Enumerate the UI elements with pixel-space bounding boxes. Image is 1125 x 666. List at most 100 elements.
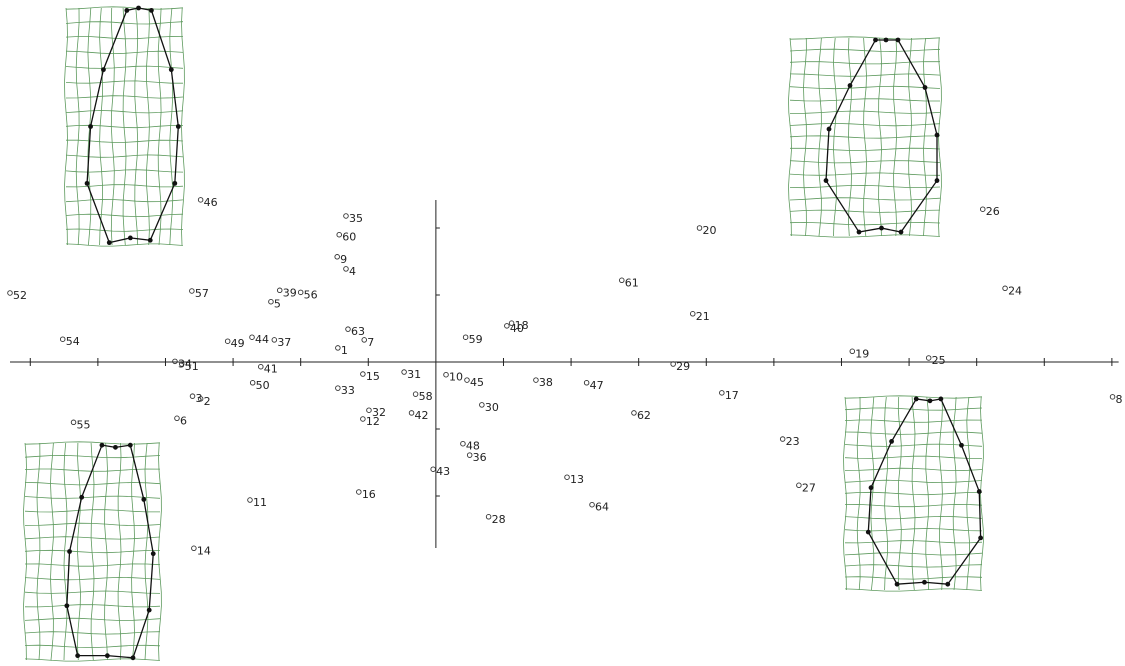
outline: [86, 7, 179, 244]
point-label: 6: [180, 414, 187, 427]
grid-line-h: [65, 80, 183, 84]
landmark: [945, 581, 951, 587]
grid-line-h: [789, 73, 941, 77]
grid-line-h: [844, 588, 983, 592]
grid-line-v: [833, 37, 837, 237]
grid-line-v: [938, 37, 942, 237]
point-label: 27: [802, 481, 816, 494]
grid-line-v: [803, 37, 807, 237]
grid-line-h: [789, 85, 941, 90]
grid-line-h: [844, 419, 983, 423]
point-label: 7: [367, 336, 374, 349]
grid-line-h: [65, 213, 184, 218]
grid-line-h: [65, 65, 184, 69]
point: [224, 338, 231, 344]
landmark: [79, 494, 85, 500]
grid-line-h: [24, 454, 161, 459]
point: [70, 419, 77, 426]
point-label: 20: [703, 224, 717, 237]
point: [508, 320, 515, 326]
grid-line-h: [789, 184, 941, 189]
landmark: [922, 579, 927, 585]
point: [334, 254, 340, 260]
grid-line-v: [104, 442, 108, 661]
point-label: 5: [274, 298, 281, 311]
grid-line-v: [863, 37, 867, 237]
grid-line-h: [789, 36, 941, 40]
point: [174, 415, 180, 422]
grid-line-h: [65, 50, 184, 55]
point: [589, 501, 595, 508]
point-label: 30: [485, 401, 499, 414]
grid-line-h: [65, 95, 184, 99]
point-label: 12: [366, 415, 380, 428]
point-label: 58: [419, 390, 433, 403]
landmark: [175, 124, 181, 129]
point-label: 37: [277, 336, 291, 349]
grid-line-h: [844, 395, 983, 399]
point-label: 2: [204, 395, 211, 408]
grid-line-h: [24, 482, 161, 486]
grid-line-h: [65, 154, 184, 158]
landmark: [978, 535, 984, 541]
point-label: 45: [470, 376, 484, 389]
grid-line-v: [146, 7, 150, 246]
landmark: [922, 85, 928, 90]
point-label: 14: [197, 544, 211, 557]
point: [197, 197, 204, 203]
point: [485, 514, 492, 520]
grid-line-h: [66, 139, 184, 143]
grid-line-h: [65, 110, 184, 114]
point: [719, 390, 725, 396]
point: [479, 402, 485, 408]
point: [335, 385, 341, 391]
point-label: 17: [725, 389, 739, 402]
grid-line-v: [75, 7, 80, 246]
point-label: 9: [340, 253, 347, 266]
landmark: [130, 655, 136, 661]
landmark: [88, 124, 93, 129]
grid-line-h: [789, 197, 941, 201]
landmark: [938, 396, 944, 402]
point-label: 51: [185, 360, 199, 373]
grid-line-h: [24, 590, 161, 594]
grid-line-v: [884, 396, 888, 591]
grid-line-h: [24, 604, 161, 608]
grid-line-h: [844, 455, 982, 459]
grid-line-h: [844, 528, 983, 532]
landmark: [959, 442, 964, 448]
landmark: [889, 438, 894, 444]
point-label: 8: [1116, 393, 1123, 406]
point: [247, 497, 253, 503]
grid-line-h: [65, 36, 184, 40]
point: [343, 213, 349, 219]
grid-line-h: [24, 631, 161, 635]
point: [412, 391, 419, 397]
grid-line-h: [24, 536, 161, 540]
point-label: 10: [449, 371, 463, 384]
point: [276, 287, 283, 294]
point: [189, 288, 195, 294]
point: [249, 380, 256, 386]
point-label: 59: [469, 333, 483, 346]
landmark: [136, 5, 141, 11]
grid-line-v: [980, 396, 984, 591]
landmark: [865, 529, 871, 535]
point: [336, 231, 342, 238]
grid-line-v: [90, 442, 95, 661]
deformation-grid: [64, 5, 185, 247]
grid-line-h: [789, 61, 941, 65]
landmark: [868, 485, 874, 491]
grid-line-h: [789, 172, 941, 176]
grid-line-h: [789, 48, 941, 52]
point-label: 31: [407, 368, 421, 381]
point: [690, 311, 696, 317]
grid-line-v: [911, 396, 916, 591]
point: [249, 334, 255, 340]
grid-line-v: [144, 442, 149, 661]
grid-line-h: [24, 522, 161, 527]
point: [408, 410, 415, 416]
point: [366, 407, 372, 413]
point-label: 33: [341, 384, 355, 397]
